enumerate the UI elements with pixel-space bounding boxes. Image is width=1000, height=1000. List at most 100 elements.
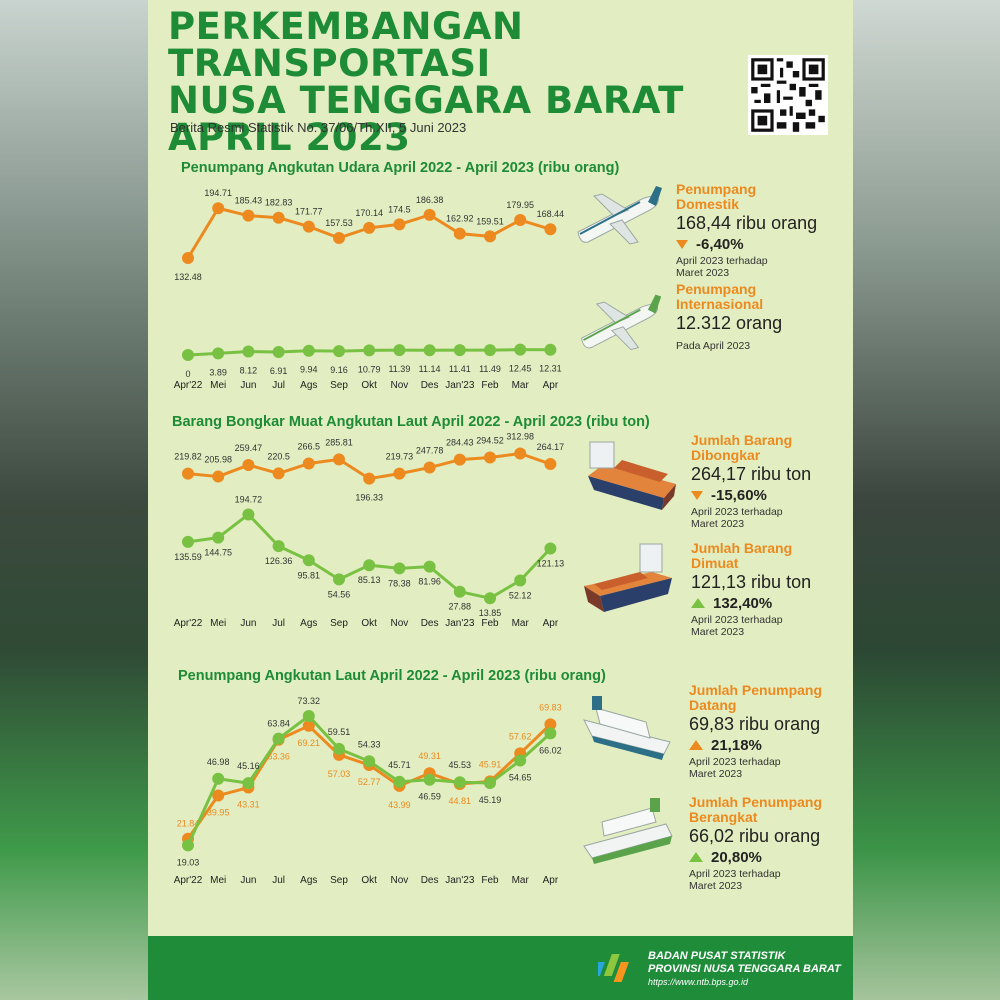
- data-point: [484, 451, 496, 464]
- data-label: 54.33: [358, 739, 381, 749]
- data-label: 11.39: [388, 364, 410, 374]
- data-label: 85.13: [358, 575, 381, 585]
- data-label: 27.88: [449, 602, 472, 612]
- data-label: 45.71: [388, 760, 411, 770]
- x-tick-label: Mei: [210, 875, 226, 886]
- info-domestik-note: April 2023 terhadap Maret 2023: [676, 255, 768, 279]
- x-tick-label: Mar: [512, 380, 530, 391]
- data-label: 194.72: [235, 494, 263, 504]
- data-label: 196.33: [355, 493, 383, 503]
- x-tick-label: Apr'22: [174, 875, 203, 886]
- data-label: 45.16: [237, 761, 260, 771]
- x-tick-label: Nov: [391, 618, 409, 629]
- x-tick-label: Jun: [240, 618, 256, 629]
- data-point: [514, 574, 527, 587]
- triangle-down-icon: [691, 491, 703, 500]
- data-label: 10.79: [358, 364, 381, 374]
- info-dimuat-change-text: 132,40%: [713, 595, 773, 612]
- data-label: 170.14: [355, 208, 383, 218]
- info-domestik-change-text: -6,40%: [696, 236, 744, 253]
- info-berangkat-change-text: 20,80%: [711, 849, 762, 866]
- data-label: 39.95: [207, 808, 230, 818]
- airplane-icon: [581, 294, 662, 351]
- data-point: [212, 202, 225, 215]
- info-internasional-label: Penumpang Internasional: [676, 281, 764, 312]
- info-datang-change-text: 21,18%: [711, 737, 762, 754]
- info-dimuat-note: April 2023 terhadap Maret 2023: [691, 614, 783, 638]
- data-point: [333, 345, 345, 358]
- x-tick-label: Jun: [240, 875, 256, 886]
- background-left: [0, 0, 148, 1000]
- x-tick-label: Jul: [272, 875, 285, 886]
- x-tick-label: Okt: [361, 618, 377, 629]
- data-point: [544, 343, 557, 356]
- data-label: 264.17: [537, 442, 565, 452]
- data-label: 95.81: [298, 570, 321, 580]
- data-point: [514, 447, 527, 460]
- info-datang-note: April 2023 terhadap Maret 2023: [689, 756, 781, 780]
- data-point: [363, 221, 376, 234]
- data-label: 19.03: [177, 857, 200, 867]
- data-label: 13.85: [479, 608, 502, 618]
- info-internasional-value: 12.312 orang: [676, 313, 783, 333]
- data-point: [453, 585, 466, 598]
- data-point: [242, 459, 255, 472]
- x-tick-label: Okt: [361, 380, 377, 391]
- data-label: 174.5: [388, 204, 411, 214]
- data-label: 66.02: [539, 745, 562, 755]
- data-label: 247.78: [416, 446, 444, 456]
- data-point: [423, 773, 436, 786]
- data-label: 57.62: [509, 731, 532, 741]
- x-tick-label: Ags: [300, 380, 317, 391]
- infographic-poster: PERKEMBANGAN TRANSPORTASI NUSA TENGGARA …: [148, 0, 853, 1000]
- series-line: [187, 512, 552, 600]
- data-label: 8.12: [240, 366, 258, 376]
- info-dibongkar-change-text: -15,60%: [711, 487, 767, 504]
- data-label: 266.5: [298, 442, 321, 452]
- data-label: 9.16: [330, 365, 348, 375]
- data-label: 54.65: [509, 773, 532, 783]
- x-tick-label: Apr: [543, 875, 559, 886]
- info-datang-change: 21,18%: [689, 737, 839, 754]
- data-label: 144.75: [204, 548, 232, 558]
- info-dimuat: Jumlah Barang Dimuat 121,13 ribu ton 132…: [691, 541, 811, 638]
- x-tick-label: Jan'23: [445, 875, 475, 886]
- chart-title-udara: Penumpang Angkutan Udara April 2022 - Ap…: [181, 160, 620, 176]
- data-label: 52.77: [358, 777, 381, 787]
- data-label: 12.45: [509, 364, 532, 374]
- data-label: 73.32: [298, 696, 321, 706]
- x-tick-label: Feb: [481, 875, 499, 886]
- chart-title-barang: Barang Bongkar Muat Angkutan Laut April …: [172, 414, 650, 430]
- data-point: [544, 458, 557, 471]
- org-url: https://www.ntb.bps.go.id: [648, 977, 749, 987]
- data-label: 312.98: [506, 432, 534, 442]
- info-berangkat-value: 66,02 ribu orang: [689, 826, 821, 846]
- info-domestik: Penumpang Domestik 168,44 ribu orang -6,…: [676, 182, 817, 279]
- data-point: [272, 540, 285, 553]
- data-point: [333, 231, 345, 244]
- x-tick-label: Mar: [512, 618, 530, 629]
- info-domestik-label: Penumpang Domestik: [676, 181, 757, 212]
- data-point: [363, 472, 376, 485]
- info-datang-value: 69,83 ribu orang: [689, 714, 821, 734]
- info-berangkat-label: Jumlah Penumpang Berangkat: [689, 794, 823, 825]
- data-point: [333, 453, 345, 466]
- triangle-up-icon: [689, 852, 703, 862]
- data-point: [242, 777, 255, 790]
- data-point: [514, 754, 527, 767]
- airplane-icon: [577, 186, 662, 245]
- info-berangkat: Jumlah Penumpang Berangkat 66,02 ribu or…: [689, 795, 839, 892]
- data-label: 220.5: [267, 451, 290, 461]
- x-tick-label: Jul: [272, 380, 285, 391]
- data-point: [242, 209, 255, 222]
- data-point: [212, 772, 225, 785]
- ferry-icon: [583, 696, 671, 760]
- data-label: 46.59: [418, 792, 441, 802]
- data-point: [272, 467, 285, 480]
- org-line-2: PROVINSI NUSA TENGGARA BARAT: [648, 963, 841, 975]
- x-tick-label: Sep: [330, 380, 348, 391]
- data-point: [423, 344, 436, 357]
- x-tick-label: Mei: [210, 618, 226, 629]
- info-berangkat-note: April 2023 terhadap Maret 2023: [689, 868, 781, 892]
